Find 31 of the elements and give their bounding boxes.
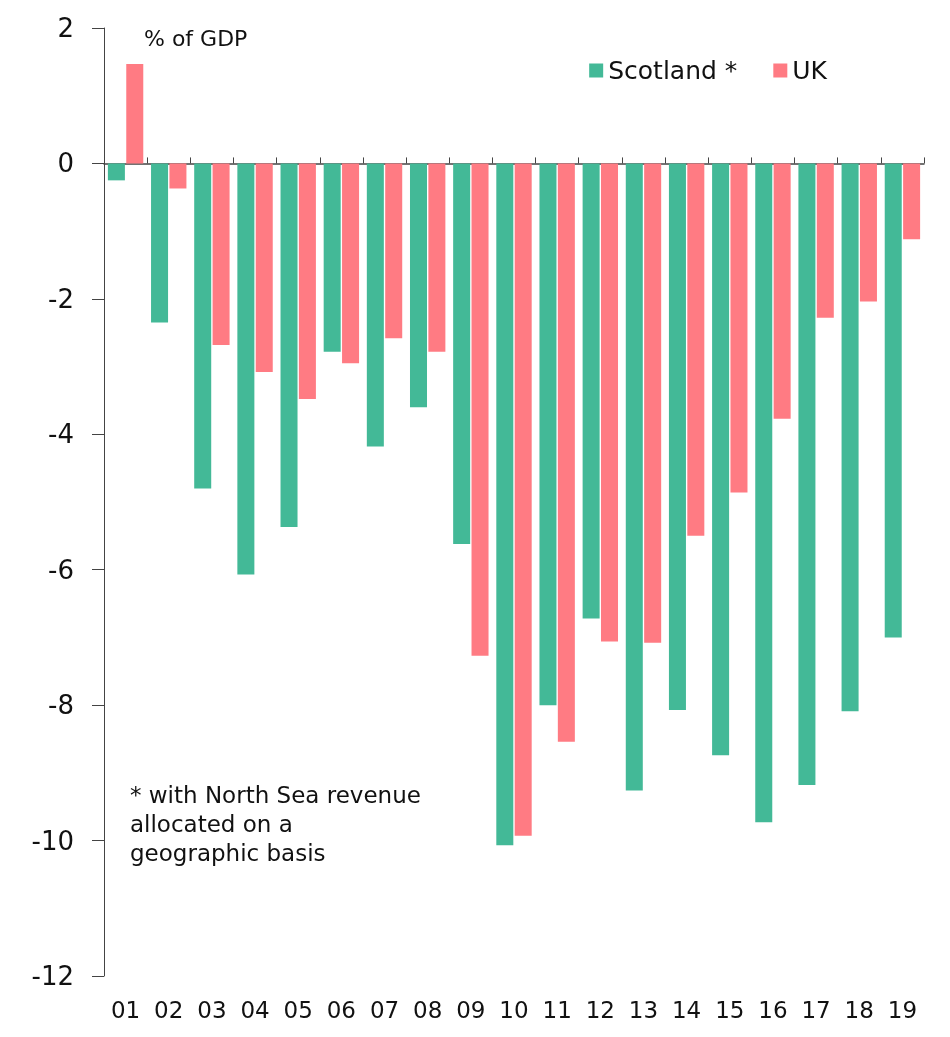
y-tick-label: -4 [48, 419, 74, 450]
legend-label: UK [792, 56, 828, 85]
x-tick-label: 17 [801, 996, 831, 1023]
x-tick-label: 05 [283, 996, 313, 1023]
y-tick-label: -6 [48, 554, 74, 585]
x-tick-label: 16 [758, 996, 788, 1023]
x-tick-label: 15 [715, 996, 745, 1023]
annotation: * with North Sea revenue allocated on a geographic basis [130, 781, 421, 866]
legend-label: Scotland * [608, 56, 738, 85]
x-tick-label: 12 [585, 996, 615, 1023]
y-tick-label: 0 [57, 148, 74, 179]
x-tick-label: 02 [154, 996, 184, 1023]
x-tick-label: 11 [542, 996, 572, 1023]
x-tick-label: 03 [197, 996, 227, 1023]
x-tick-label: 04 [240, 996, 270, 1023]
x-tick-label: 01 [110, 996, 141, 1023]
y-axis-title: % of GDP [144, 25, 248, 51]
x-tick-label: 10 [499, 996, 529, 1023]
y-tick-label: -8 [48, 690, 74, 721]
y-tick-label: -2 [48, 283, 74, 314]
x-tick-label: 14 [671, 996, 702, 1023]
x-tick-label: 09 [456, 996, 486, 1023]
x-tick-label: 19 [887, 996, 918, 1023]
y-tick-label: 2 [57, 13, 74, 43]
x-tick-label: 07 [369, 996, 400, 1023]
y-tick-label: -12 [31, 961, 74, 991]
x-tick-label: 18 [844, 996, 874, 1023]
y-tick-label: -10 [31, 825, 74, 856]
x-tick-label: 13 [628, 996, 659, 1023]
x-tick-label: 08 [413, 996, 443, 1023]
x-tick-label: 06 [326, 996, 357, 1023]
